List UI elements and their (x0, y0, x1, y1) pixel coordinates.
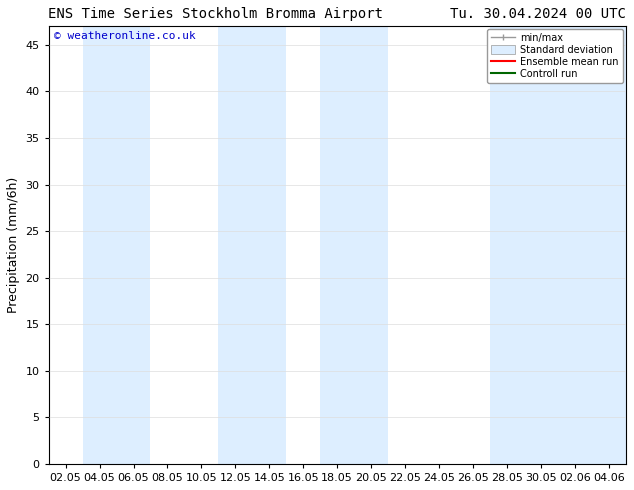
Title: ENS Time Series Stockholm Bromma Airport        Tu. 30.04.2024 00 UTC: ENS Time Series Stockholm Bromma Airport… (48, 7, 626, 21)
Bar (490, 26, 558, 464)
Bar (320, 26, 388, 464)
Bar (218, 26, 286, 464)
Bar (558, 26, 626, 464)
Y-axis label: Precipitation (mm/6h): Precipitation (mm/6h) (7, 177, 20, 313)
Bar (82, 26, 150, 464)
Legend: min/max, Standard deviation, Ensemble mean run, Controll run: min/max, Standard deviation, Ensemble me… (488, 29, 623, 83)
Text: © weatheronline.co.uk: © weatheronline.co.uk (55, 31, 196, 41)
